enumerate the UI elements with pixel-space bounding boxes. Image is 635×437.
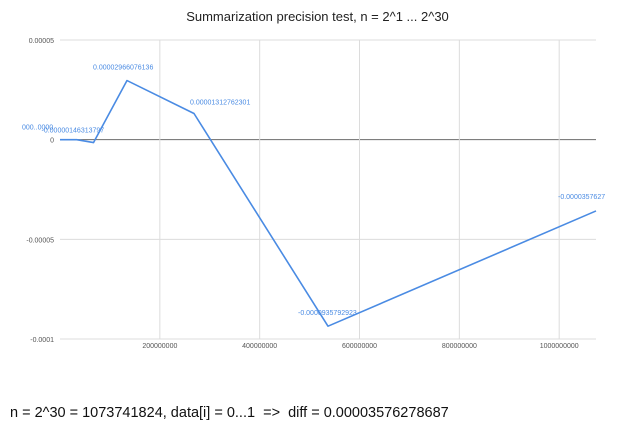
footer-summary-text: n = 2^30 = 1073741824, data[i] = 0...1 =… bbox=[10, 405, 449, 421]
data-label: 000..0000 bbox=[22, 125, 53, 132]
series-line bbox=[59, 79, 597, 328]
data-label: -0.00000146313797 bbox=[42, 128, 105, 135]
y-tick-label: 0 bbox=[50, 138, 54, 145]
x-tick-label: 400000000 bbox=[242, 343, 277, 350]
data-label: 0.00001312762301 bbox=[190, 99, 250, 106]
data-label: -0.0000935792923 bbox=[298, 310, 357, 317]
x-tick-label: 1000000000 bbox=[540, 343, 579, 350]
line-chart: 0.00005 0 -0.00005 -0.0001 200000000 40000000… bbox=[22, 38, 605, 350]
x-tick-label: 200000000 bbox=[142, 343, 177, 350]
x-tick-label: 800000000 bbox=[442, 343, 477, 350]
data-label: -0.0000357627 bbox=[558, 194, 605, 201]
y-tick-label: -0.00005 bbox=[26, 237, 54, 244]
y-tick-label: 0.00005 bbox=[29, 38, 54, 45]
data-label: 0.00002966076136 bbox=[93, 65, 153, 72]
y-tick-label: -0.0001 bbox=[30, 337, 54, 344]
x-tick-label: 600000000 bbox=[342, 343, 377, 350]
chart-title: Summarization precision test, n = 2^1 ..… bbox=[186, 9, 449, 24]
